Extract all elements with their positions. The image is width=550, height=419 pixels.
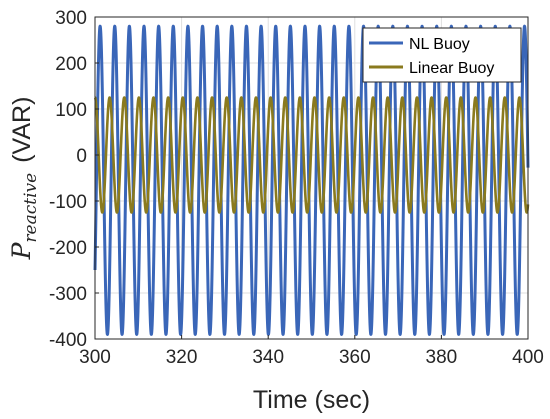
x-tick-label: 300 xyxy=(79,347,111,368)
legend-label-linear-buoy: Linear Buoy xyxy=(409,60,494,77)
y-tick-label: -100 xyxy=(49,192,87,213)
series-line-nl-buoy xyxy=(93,24,530,336)
x-tick-label: 400 xyxy=(512,347,544,368)
y-axis-label-unit: (VAR) xyxy=(8,97,36,163)
y-tick-label: 0 xyxy=(76,146,87,167)
y-tick-label: -400 xyxy=(49,330,87,351)
y-axis-label-main: P xyxy=(7,241,36,260)
y-axis-label-subscript: reactive xyxy=(21,173,41,243)
y-tick-label: 300 xyxy=(55,8,87,29)
ticks xyxy=(94,16,529,340)
x-tick-label: 380 xyxy=(426,347,458,368)
y-tick-label: -300 xyxy=(49,284,87,305)
y-axis-label: Preactive (VAR) xyxy=(7,97,41,261)
x-tick-label: 360 xyxy=(339,347,371,368)
tick-labels: 300 320 340 360 380 400 -400 -300 -200 -100 0 100 20… xyxy=(49,8,544,368)
y-tick-label: 200 xyxy=(55,54,87,75)
plot-frame xyxy=(94,16,529,340)
x-tick-label: 320 xyxy=(166,347,198,368)
series-lines xyxy=(93,24,530,336)
y-tick-label: 100 xyxy=(55,100,87,121)
legend: NL Buoy Linear Buoy xyxy=(362,27,522,83)
series-line-linear-buoy xyxy=(93,96,530,214)
x-tick-label: 340 xyxy=(252,347,284,368)
x-axis-label: Time (sec) xyxy=(253,386,370,414)
legend-label-nl-buoy: NL Buoy xyxy=(409,36,470,53)
legend-box xyxy=(362,27,522,83)
y-tick-label: -200 xyxy=(49,238,87,259)
